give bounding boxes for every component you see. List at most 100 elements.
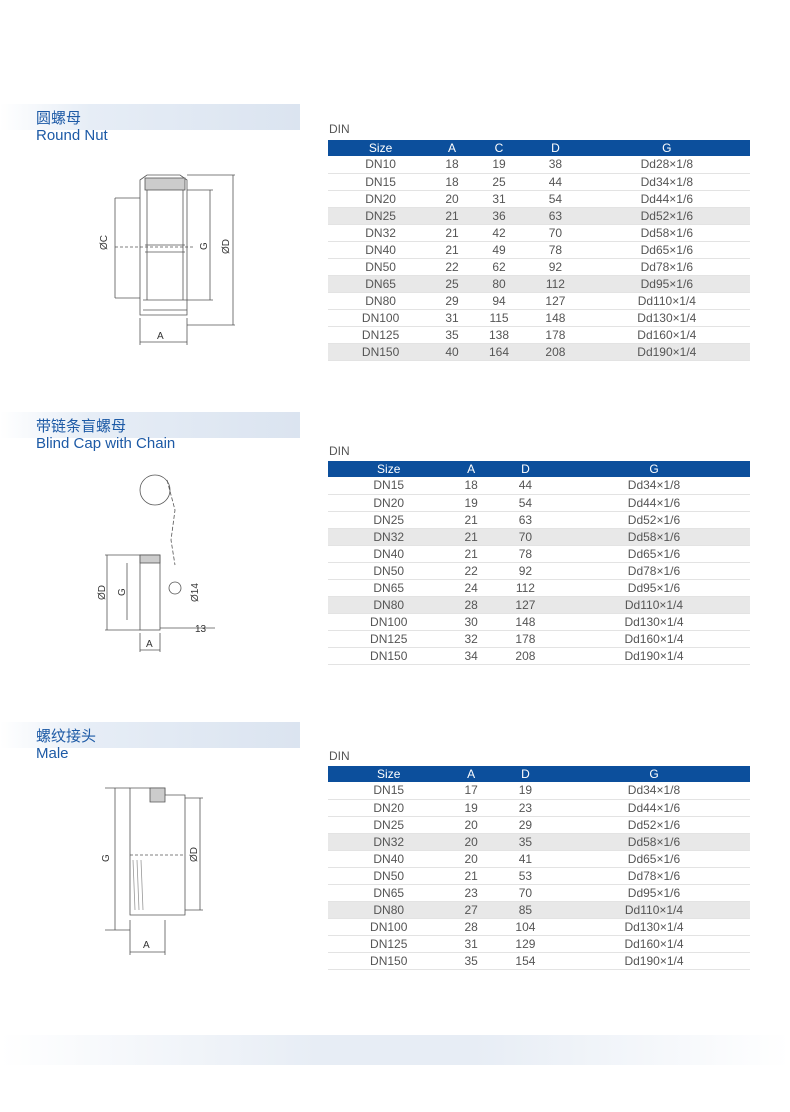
table-cell: 23 — [492, 799, 558, 817]
table-cell: 35 — [449, 952, 493, 970]
table-cell: DN50 — [328, 258, 434, 276]
table-cell: 21 — [433, 224, 471, 242]
blind-cap-table: Size A D G DN15 18 44 Dd34×1/8 DN20 19 54 Dd44×1/6 D… — [328, 461, 750, 665]
table-cell: DN15 — [328, 173, 434, 191]
table-cell: DN20 — [328, 190, 434, 208]
table-cell: 54 — [527, 190, 584, 208]
table-row: DN40 20 41 Dd65×1/6 — [328, 850, 750, 868]
table-cell: Dd160×1/4 — [557, 630, 750, 648]
male-diagram: G ØD A — [101, 787, 203, 955]
table-row: DN65 23 70 Dd95×1/6 — [328, 884, 750, 902]
table-cell: 18 — [433, 173, 471, 191]
table-cell: 208 — [492, 647, 558, 665]
table-cell: Dd95×1/6 — [583, 275, 750, 293]
table-row: DN20 19 54 Dd44×1/6 — [328, 494, 750, 512]
table-cell: Dd78×1/6 — [557, 562, 750, 580]
table-cell: DN40 — [328, 545, 450, 563]
table-cell: 129 — [492, 935, 558, 953]
table-cell: 22 — [433, 258, 471, 276]
section-title-male: 螺纹接头 Male — [36, 728, 96, 763]
table-cell: 41 — [492, 850, 558, 868]
table-cell: 85 — [492, 901, 558, 919]
table-cell: 21 — [449, 528, 493, 546]
table-cell: 31 — [449, 935, 493, 953]
table-cell: Dd28×1/8 — [583, 156, 750, 174]
section-title-round-nut: 圆螺母 Round Nut — [36, 110, 108, 145]
label-g: G — [101, 854, 112, 862]
table-row: DN100 31 115 148 Dd130×1/4 — [328, 309, 750, 327]
table-row: DN40 21 49 78 Dd65×1/6 — [328, 241, 750, 259]
table-cell: 44 — [492, 477, 558, 495]
table-cell: Dd52×1/6 — [557, 511, 750, 529]
table-cell: 35 — [492, 833, 558, 851]
table-cell: DN125 — [328, 935, 450, 953]
table-row: DN50 21 53 Dd78×1/6 — [328, 867, 750, 885]
table-row: DN65 24 112 Dd95×1/6 — [328, 579, 750, 597]
table-row: DN32 21 70 Dd58×1/6 — [328, 528, 750, 546]
table-cell: 63 — [492, 511, 558, 529]
table-cell: Dd130×1/4 — [583, 309, 750, 327]
table-cell: 36 — [470, 207, 528, 225]
table-cell: 154 — [492, 952, 558, 970]
standard-label: DIN — [329, 749, 350, 763]
table-cell: DN25 — [328, 816, 450, 834]
table-cell: Dd34×1/8 — [557, 782, 750, 800]
table-cell: 92 — [492, 562, 558, 580]
table-cell: Dd44×1/6 — [557, 494, 750, 512]
column-header: A — [449, 461, 493, 477]
table-cell: DN50 — [328, 867, 450, 885]
table-cell: Dd65×1/6 — [557, 545, 750, 563]
column-header: G — [557, 461, 750, 477]
standard-label: DIN — [329, 444, 350, 458]
column-header: Size — [328, 766, 450, 782]
table-row: DN40 21 78 Dd65×1/6 — [328, 545, 750, 563]
label-g: G — [117, 588, 128, 596]
table-cell: DN10 — [328, 156, 434, 174]
label-d: ØD — [221, 239, 232, 254]
table-cell: DN25 — [328, 207, 434, 225]
standard-label: DIN — [329, 122, 350, 136]
table-cell: Dd52×1/6 — [557, 816, 750, 834]
table-cell: 70 — [527, 224, 584, 242]
table-cell: Dd190×1/4 — [583, 343, 750, 361]
table-cell: DN100 — [328, 309, 434, 327]
section-band — [0, 722, 300, 748]
table-cell: 112 — [492, 579, 558, 597]
table-cell: Dd78×1/6 — [583, 258, 750, 276]
table-cell: DN80 — [328, 596, 450, 614]
table-cell: 127 — [527, 292, 584, 310]
table-cell: 40 — [433, 343, 471, 361]
table-cell: Dd190×1/4 — [557, 647, 750, 665]
label-c: ØC — [99, 235, 110, 250]
table-row: DN25 21 63 Dd52×1/6 — [328, 511, 750, 529]
table-cell: 21 — [449, 545, 493, 563]
table-cell: 138 — [470, 326, 528, 344]
table-header: Size A D G — [328, 461, 750, 477]
table-cell: 17 — [449, 782, 493, 800]
table-cell: DN15 — [328, 477, 450, 495]
title-en: Male — [36, 745, 69, 763]
table-row: DN100 28 104 Dd130×1/4 — [328, 918, 750, 936]
section-band — [0, 412, 300, 438]
table-cell: Dd130×1/4 — [557, 613, 750, 631]
table-cell: 70 — [492, 528, 558, 546]
table-cell: DN15 — [328, 782, 450, 800]
table-cell: 30 — [449, 613, 493, 631]
table-cell: Dd52×1/6 — [583, 207, 750, 225]
table-cell: 28 — [449, 596, 493, 614]
table-row: DN15 18 25 44 Dd34×1/8 — [328, 173, 750, 191]
table-cell: 63 — [527, 207, 584, 225]
table-cell: DN125 — [328, 326, 434, 344]
table-cell: 38 — [527, 156, 584, 174]
table-cell: 31 — [433, 309, 471, 327]
section-band — [0, 104, 300, 130]
table-cell: 20 — [449, 816, 493, 834]
column-header: Size — [328, 140, 434, 156]
label-a: A — [143, 940, 150, 951]
table-cell: Dd44×1/6 — [583, 190, 750, 208]
table-cell: DN50 — [328, 562, 450, 580]
table-cell: Dd110×1/4 — [557, 901, 750, 919]
label-d14: Ø14 — [190, 583, 201, 602]
table-cell: Dd34×1/8 — [557, 477, 750, 495]
footer-band — [0, 1035, 790, 1065]
